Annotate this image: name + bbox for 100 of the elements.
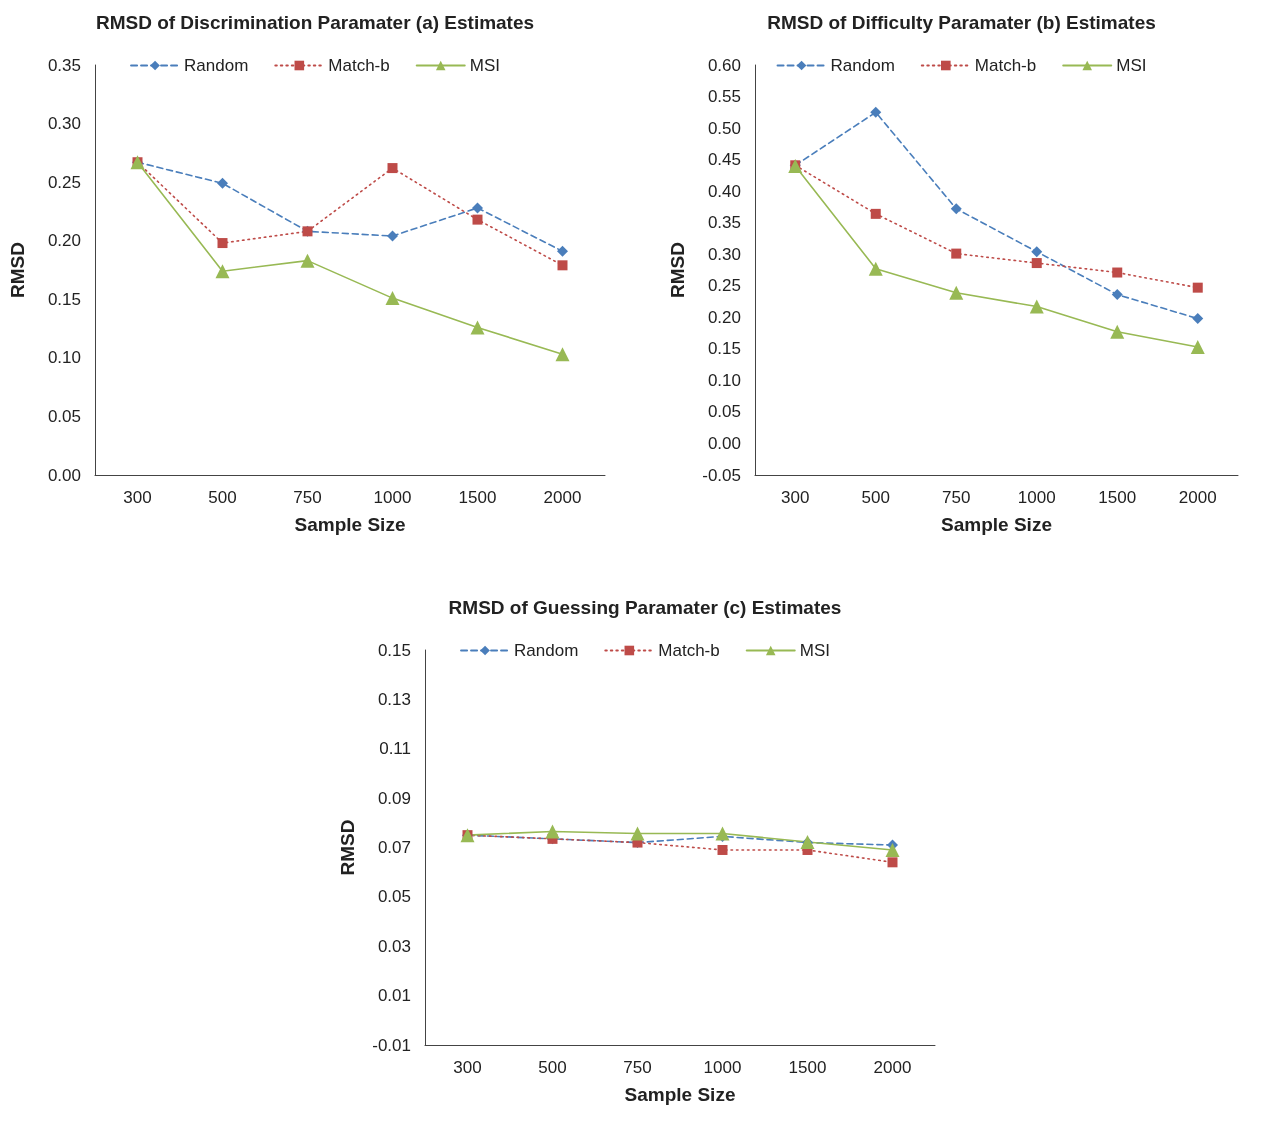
y-tick-label: 0.45 — [707, 150, 741, 170]
point — [949, 285, 964, 300]
point — [717, 844, 728, 855]
y-tick-label: 0.10 — [47, 348, 81, 368]
x-tick-label: 1000 — [703, 1058, 742, 1077]
point — [1031, 246, 1043, 258]
y-tick-label: 0.09 — [377, 788, 411, 808]
point — [1190, 339, 1205, 354]
y-tick-label: -0.01 — [372, 1035, 411, 1055]
legend-label: Random — [514, 641, 579, 660]
y-tick-label: 0.25 — [707, 276, 741, 296]
chart-title: RMSD of Difficulty Paramater (b) Estimates — [767, 12, 1156, 33]
y-tick-label: 0.30 — [47, 114, 81, 134]
point — [470, 320, 485, 335]
y-tick-label: 0.15 — [377, 640, 411, 660]
x-tick-label: 1000 — [1017, 488, 1056, 507]
point — [887, 857, 898, 868]
point — [217, 238, 228, 249]
y-tick-label: 0.05 — [47, 406, 81, 426]
point — [870, 208, 881, 219]
y-tick-label: 0.03 — [377, 936, 411, 956]
x-axis-title: Sample Size — [624, 1084, 736, 1105]
x-tick-label: 300 — [781, 488, 810, 507]
y-tick-label: 0.13 — [377, 689, 411, 709]
x-tick-label: 750 — [293, 488, 322, 507]
point — [472, 214, 483, 225]
point — [472, 202, 483, 214]
legend-label: Random — [830, 56, 895, 75]
legend-label: MSI — [469, 56, 500, 75]
x-axis-title: Sample Size — [294, 514, 406, 535]
y-tick-label: 0.11 — [379, 739, 411, 759]
y-tick-label: 0.05 — [707, 402, 741, 422]
x-tick-label: 300 — [453, 1058, 482, 1077]
legend-label: Match-b — [658, 641, 720, 660]
x-tick-label: 300 — [123, 488, 152, 507]
point — [950, 203, 962, 215]
point — [1031, 258, 1042, 269]
y-tick-label: 0.60 — [707, 55, 741, 75]
point — [545, 824, 560, 839]
x-tick-label: 500 — [861, 488, 890, 507]
y-tick-label: 0.25 — [47, 172, 81, 192]
point — [555, 347, 570, 362]
y-tick-label: 0.40 — [707, 181, 741, 201]
point — [1111, 289, 1123, 301]
y-tick-label: 0.07 — [377, 838, 411, 857]
point — [630, 826, 645, 841]
point — [217, 177, 228, 189]
x-tick-label: 500 — [538, 1058, 567, 1077]
point — [387, 230, 398, 242]
x-tick-label: 750 — [623, 1058, 652, 1077]
y-tick-label: 0.55 — [707, 87, 741, 107]
legend-label: Match-b — [328, 56, 390, 75]
y-tick-label: 0.35 — [707, 213, 741, 233]
x-tick-label: 1000 — [373, 488, 412, 507]
point — [1110, 324, 1125, 339]
point — [870, 106, 882, 118]
legend-label: Match-b — [974, 56, 1037, 75]
y-tick-label: 0.20 — [47, 231, 81, 251]
point — [300, 253, 315, 268]
chart-title: RMSD of Discrimination Paramater (a) Estimates — [95, 12, 535, 33]
legend-label: Random — [184, 56, 249, 75]
point — [868, 261, 883, 276]
x-tick-label: 750 — [942, 488, 971, 507]
y-tick-label: 0.00 — [707, 433, 741, 453]
y-axis-title: RMSD — [667, 242, 688, 298]
y-tick-label: 0.15 — [47, 289, 81, 309]
y-tick-label: 0.10 — [707, 370, 741, 390]
y-tick-label: 0.01 — [377, 986, 411, 1006]
y-axis-title: RMSD — [7, 242, 28, 298]
x-tick-label: 1500 — [458, 488, 497, 507]
point — [215, 264, 230, 279]
y-tick-label: 0.05 — [377, 887, 411, 907]
x-tick-label: 2000 — [873, 1058, 912, 1077]
chart-title: RMSD of Guessing Paramater (c) Estimates — [448, 597, 842, 618]
y-axis-title: RMSD — [337, 819, 358, 876]
x-tick-label: 500 — [208, 488, 237, 507]
y-tick-label: -0.05 — [702, 465, 741, 485]
x-tick-label: 2000 — [1178, 488, 1217, 507]
point — [1192, 313, 1204, 325]
x-tick-label: 2000 — [543, 488, 582, 507]
point — [885, 842, 900, 857]
x-tick-label: 1500 — [788, 1058, 827, 1077]
point — [715, 826, 730, 841]
point — [1112, 267, 1123, 278]
point — [385, 291, 400, 306]
legend-label: MSI — [799, 641, 830, 660]
y-tick-label: 0.50 — [707, 118, 741, 138]
y-tick-label: 0.35 — [47, 55, 81, 75]
y-tick-label: 0.15 — [707, 339, 741, 359]
point — [1192, 282, 1203, 293]
point — [557, 260, 568, 271]
point — [387, 163, 398, 174]
legend-label: MSI — [1116, 56, 1147, 75]
point — [951, 248, 962, 259]
x-tick-label: 1500 — [1098, 488, 1137, 507]
point — [1029, 299, 1044, 314]
y-tick-label: 0.20 — [707, 307, 741, 327]
point — [557, 245, 568, 257]
y-tick-label: 0.00 — [47, 465, 81, 485]
x-axis-title: Sample Size — [941, 514, 1052, 535]
